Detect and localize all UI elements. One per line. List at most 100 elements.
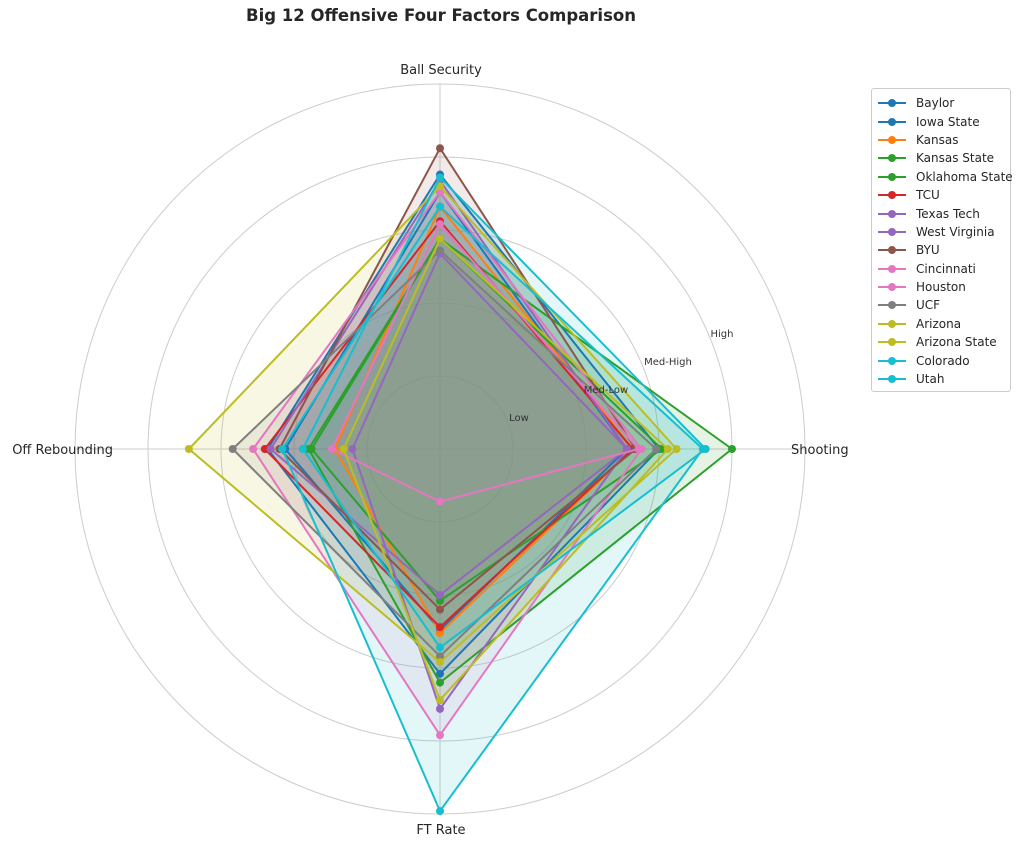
data-point-tcu-ft-rate bbox=[436, 623, 444, 632]
series-arizona-state bbox=[339, 234, 672, 705]
series-fill-arizona bbox=[188, 186, 677, 663]
legend-label: BYU bbox=[916, 243, 940, 258]
legend-item-arizona-state: Arizona State bbox=[878, 333, 1010, 351]
series-fill-kansas bbox=[334, 206, 633, 633]
scale-label-med-high: Med-High bbox=[644, 357, 692, 368]
scale-label-high: High bbox=[711, 329, 734, 340]
legend-swatch bbox=[878, 172, 906, 182]
data-point-arizona-state-off-rebounding bbox=[339, 445, 348, 453]
axis-label-ball-security: Ball Security bbox=[400, 63, 482, 78]
legend-label: Arizona bbox=[916, 316, 962, 331]
axis-label-off-rebounding: Off Rebounding bbox=[12, 443, 113, 458]
legend-swatch bbox=[878, 374, 906, 384]
legend-swatch bbox=[878, 227, 906, 237]
legend-swatch bbox=[878, 282, 906, 292]
axis-labels: Low Med-Low Med-High High Shooting Ball Secur… bbox=[12, 63, 848, 838]
legend-label: Kansas State bbox=[916, 151, 995, 166]
legend-swatch bbox=[878, 190, 906, 200]
legend-item-tcu: TCU bbox=[878, 186, 1010, 204]
data-point-texas-tech-off-rebounding bbox=[266, 445, 275, 453]
data-point-ucf-ball-security bbox=[436, 246, 444, 255]
legend-label: Baylor bbox=[916, 96, 955, 111]
data-point-houston-ft-rate bbox=[436, 497, 444, 506]
legend-item-houston: Houston bbox=[878, 278, 1010, 296]
legend-label: Texas Tech bbox=[916, 206, 980, 221]
data-point-oklahoma-state-ft-rate bbox=[436, 596, 444, 605]
data-point-arizona-state-ball-security bbox=[436, 234, 444, 243]
legend-swatch bbox=[878, 153, 906, 163]
data-point-ucf-ft-rate bbox=[436, 652, 444, 661]
legend-item-kansas: Kansas bbox=[878, 131, 1010, 149]
legend-swatch bbox=[878, 300, 906, 310]
legend-item-ucf: UCF bbox=[878, 296, 1010, 314]
scale-label-low: Low bbox=[509, 413, 529, 424]
legend-swatch bbox=[878, 264, 906, 274]
legend-swatch bbox=[878, 337, 906, 347]
legend-item-cincinnati: Cincinnati bbox=[878, 260, 1010, 278]
legend-label: Cincinnati bbox=[916, 261, 976, 276]
legend-item-byu: BYU bbox=[878, 241, 1010, 259]
data-point-colorado-ball-security bbox=[436, 173, 444, 182]
data-point-tcu-off-rebounding bbox=[260, 445, 269, 453]
data-point-ucf-shooting bbox=[652, 445, 661, 453]
chart-title: Big 12 Offensive Four Factors Comparison bbox=[246, 6, 636, 25]
data-point-cincinnati-ball-security bbox=[436, 188, 444, 197]
data-point-arizona-state-shooting bbox=[663, 445, 672, 453]
legend-label: West Virginia bbox=[916, 224, 995, 239]
series-fill-cincinnati bbox=[253, 192, 642, 736]
series-utah bbox=[278, 202, 707, 816]
data-point-west-virginia-ft-rate bbox=[436, 704, 444, 713]
legend-swatch bbox=[878, 117, 906, 127]
legend-item-baylor: Baylor bbox=[878, 94, 1010, 112]
series-lines bbox=[184, 144, 736, 816]
data-point-colorado-ft-rate bbox=[436, 643, 444, 652]
data-point-utah-shooting bbox=[698, 445, 707, 453]
series-fill-houston bbox=[332, 224, 639, 502]
data-point-kansas-ft-rate bbox=[436, 628, 444, 637]
legend-item-kansas-state: Kansas State bbox=[878, 149, 1010, 167]
legend-swatch bbox=[878, 135, 906, 145]
series-fill-utah bbox=[282, 206, 703, 812]
data-point-utah-ft-rate bbox=[436, 807, 444, 816]
legend-swatch bbox=[878, 319, 906, 329]
series-fill-west-virginia bbox=[352, 253, 627, 709]
data-point-arizona-shooting bbox=[672, 445, 681, 453]
scale-label-med-low: Med-Low bbox=[584, 385, 628, 396]
data-point-utah-off-rebounding bbox=[278, 445, 287, 453]
legend-label: Kansas bbox=[916, 132, 959, 147]
data-point-kansas-state-shooting bbox=[728, 445, 736, 453]
legend-item-oklahoma-state: Oklahoma State bbox=[878, 168, 1013, 186]
data-point-arizona-state-ft-rate bbox=[436, 696, 444, 705]
legend-item-colorado: Colorado bbox=[878, 351, 1010, 369]
data-point-houston-shooting bbox=[634, 445, 643, 453]
data-point-cincinnati-off-rebounding bbox=[249, 445, 258, 453]
data-point-arizona-off-rebounding bbox=[184, 445, 193, 453]
legend-item-utah: Utah bbox=[878, 370, 1010, 388]
legend-label: Houston bbox=[916, 280, 966, 295]
data-point-houston-off-rebounding bbox=[327, 445, 336, 453]
data-point-byu-ft-rate bbox=[436, 605, 444, 614]
legend-item-arizona: Arizona bbox=[878, 315, 1010, 333]
legend-item-texas-tech: Texas Tech bbox=[878, 204, 1010, 222]
data-point-arizona-ft-rate bbox=[436, 658, 444, 667]
series-arizona bbox=[184, 182, 681, 667]
data-point-arizona-ball-security bbox=[436, 182, 444, 191]
legend-item-iowa-state: Iowa State bbox=[878, 112, 1010, 130]
data-point-byu-ball-security bbox=[436, 144, 444, 153]
series-fill-colorado bbox=[302, 177, 706, 648]
legend-label: Arizona State bbox=[916, 335, 997, 350]
legend: Baylor Iowa State Kansas Kansas State Oklaho… bbox=[871, 88, 1013, 392]
data-point-ucf-off-rebounding bbox=[228, 445, 237, 453]
data-point-texas-tech-ft-rate bbox=[436, 591, 444, 599]
legend-swatch bbox=[878, 245, 906, 255]
data-point-houston-ball-security bbox=[436, 220, 444, 229]
data-point-cincinnati-ft-rate bbox=[436, 731, 444, 740]
data-point-oklahoma-state-shooting bbox=[657, 445, 666, 453]
data-point-west-virginia-off-rebounding bbox=[348, 445, 357, 453]
data-point-colorado-off-rebounding bbox=[298, 445, 307, 453]
series-ucf bbox=[228, 246, 661, 661]
legend-item-west-virginia: West Virginia bbox=[878, 223, 1010, 241]
legend-label: Colorado bbox=[916, 353, 970, 368]
legend-label: Iowa State bbox=[916, 114, 980, 129]
legend-swatch bbox=[878, 209, 906, 219]
